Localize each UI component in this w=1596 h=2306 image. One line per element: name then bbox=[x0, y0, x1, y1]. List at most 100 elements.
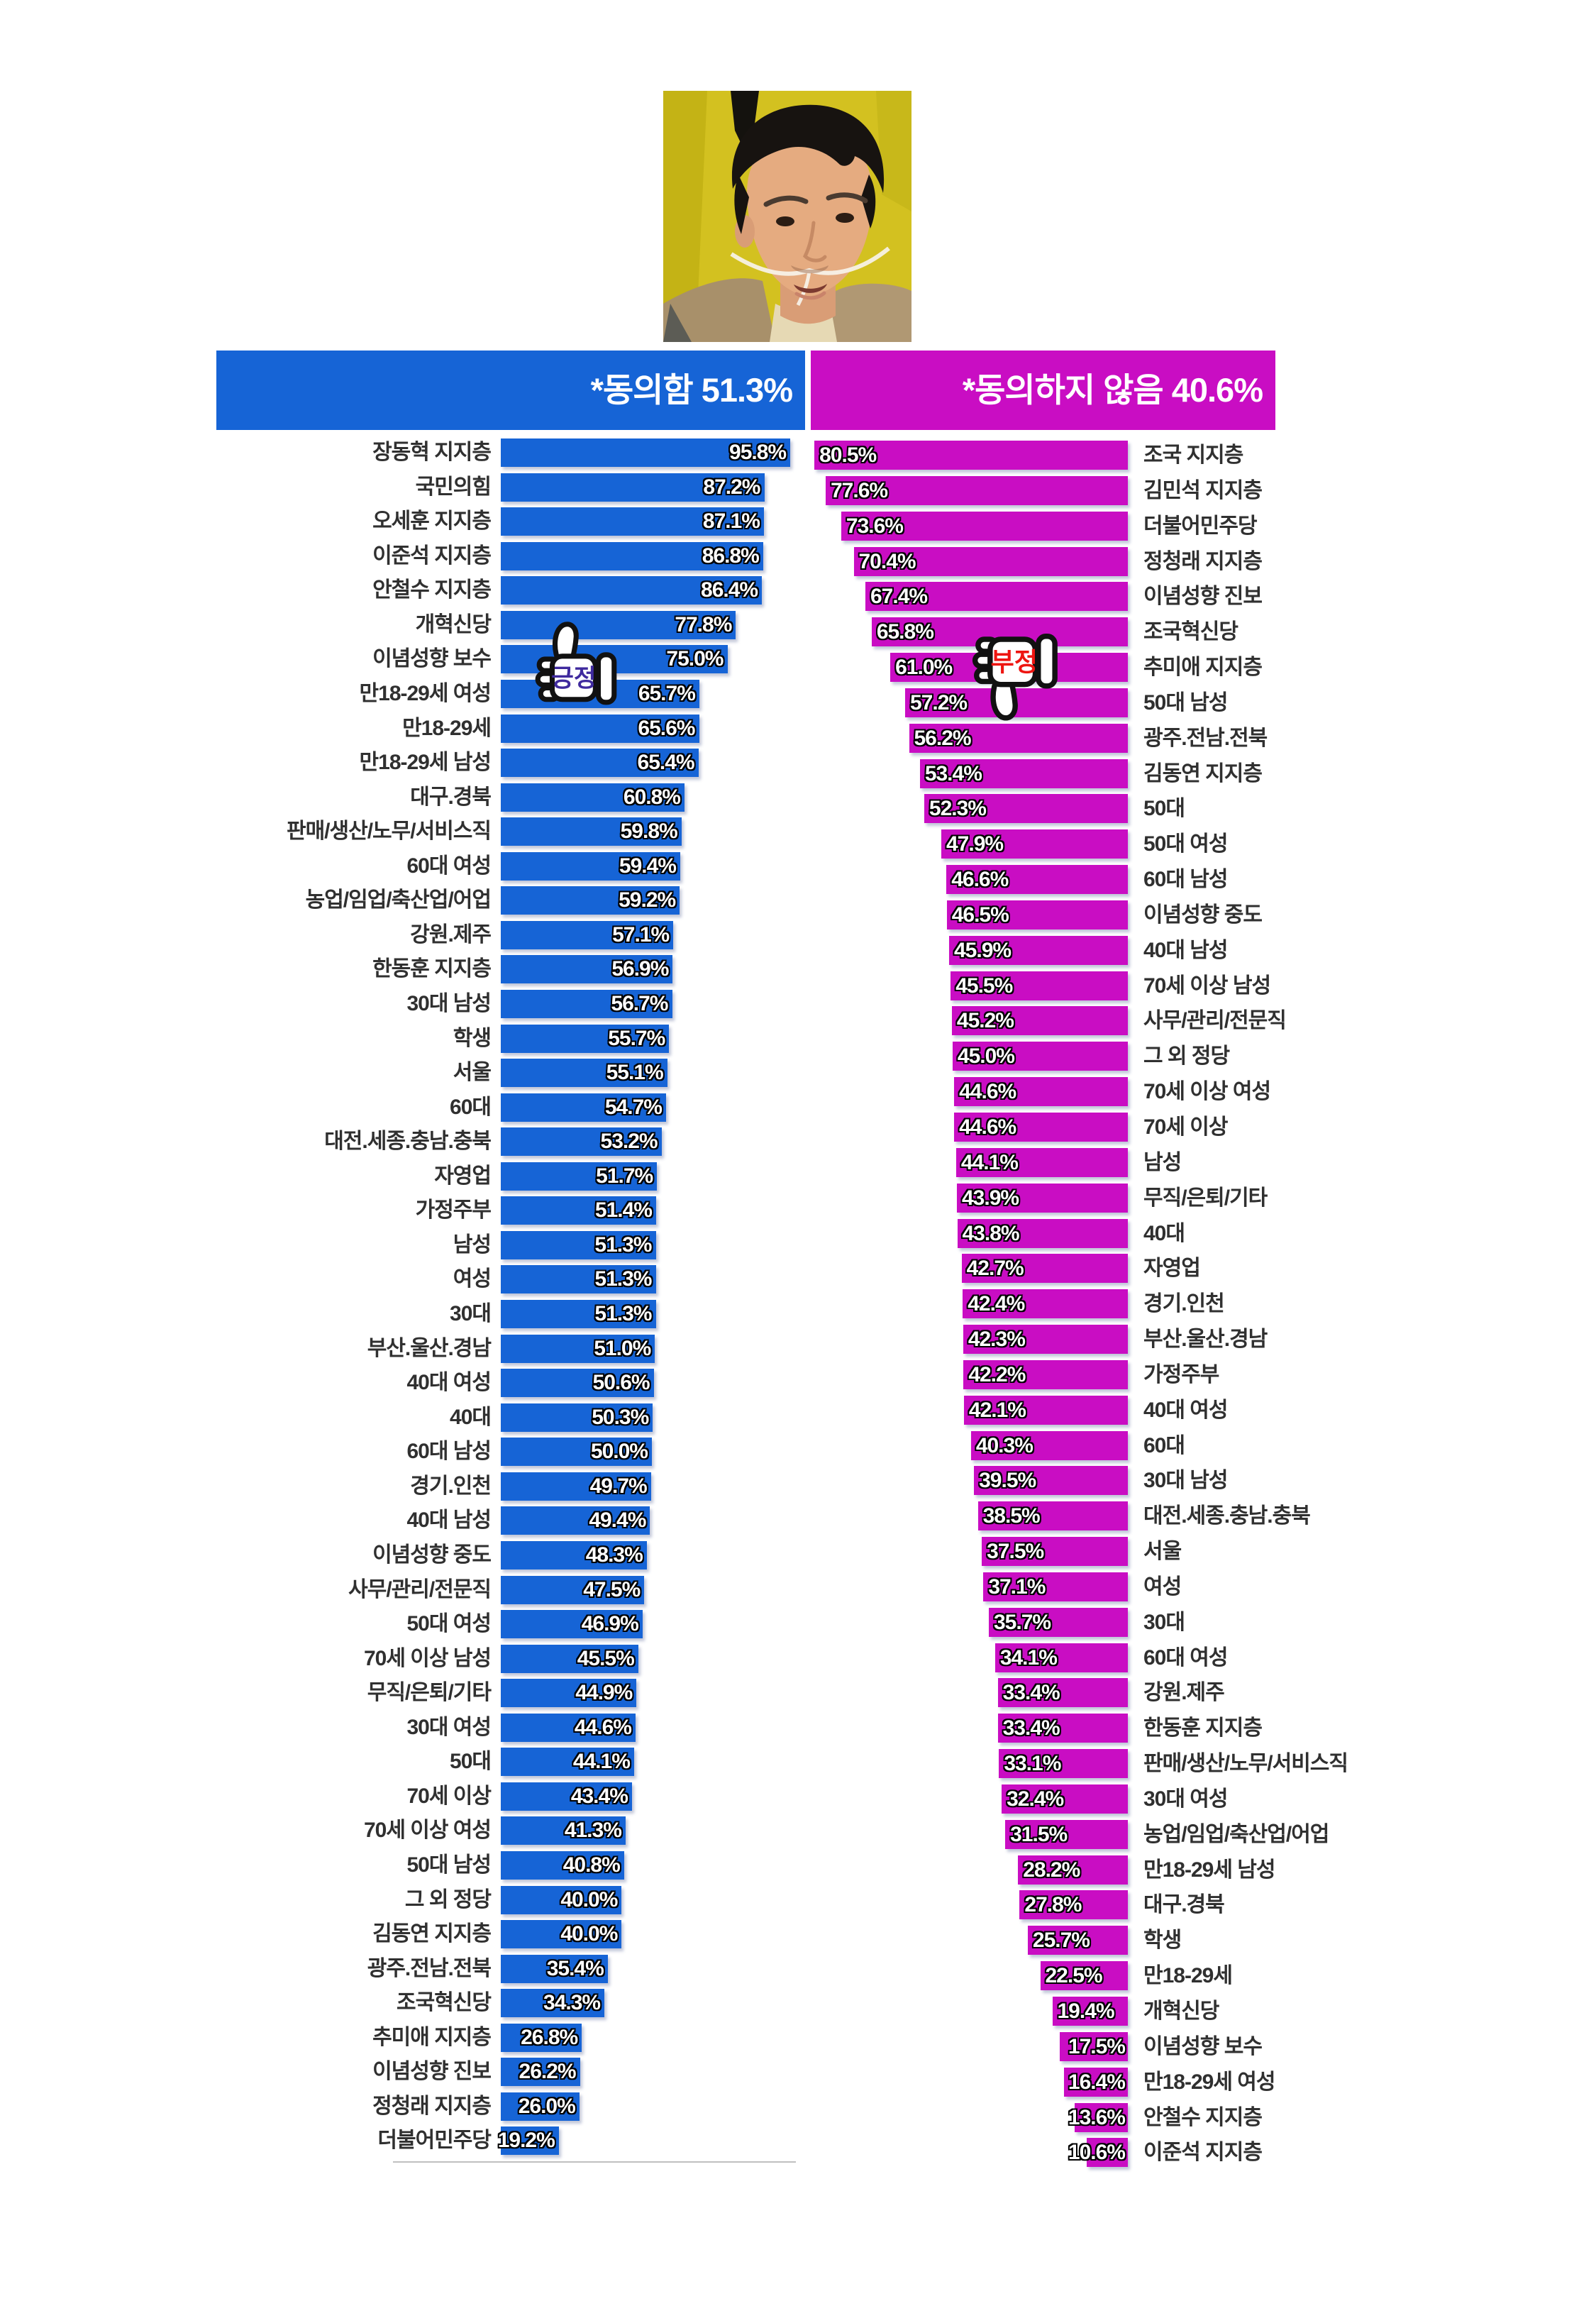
disagree-value-bar: 10.6% bbox=[1068, 2138, 1128, 2168]
disagree-category-label: 만18-29세 남성 bbox=[1143, 1858, 1275, 1882]
agree-category-label: 70세 이상 bbox=[406, 1784, 492, 1808]
agree-value-bar: 60.8% bbox=[501, 783, 685, 812]
disagree-value-bar: 56.2% bbox=[909, 723, 1128, 753]
agree-value-bar: 56.9% bbox=[501, 955, 673, 984]
disagree-category-label: 50대 bbox=[1143, 797, 1185, 821]
disagree-value-bar: 53.4% bbox=[919, 758, 1128, 788]
agree-category-label: 이념성향 중도 bbox=[372, 1543, 492, 1567]
agree-category-label: 70세 이상 남성 bbox=[363, 1646, 492, 1670]
disagree-category-label: 김민석 지지층 bbox=[1143, 478, 1263, 502]
agree-category-label: 경기.인천 bbox=[410, 1474, 492, 1498]
agree-value-label: 26.8% bbox=[521, 2025, 578, 2049]
disagree-value-label: 70.4% bbox=[858, 549, 916, 573]
disagree-value-label: 16.4% bbox=[1068, 2070, 1126, 2094]
disagree-value-bar: 44.1% bbox=[955, 1147, 1128, 1177]
disagree-value-label: 34.1% bbox=[999, 1645, 1058, 1670]
disagree-header-bar: *동의하지 않음 40.6% bbox=[811, 351, 1275, 430]
disagree-value-bar: 67.4% bbox=[865, 582, 1128, 612]
agree-category-label: 추미애 지지층 bbox=[372, 2025, 492, 2049]
agree-category-label: 60대 남성 bbox=[406, 1440, 492, 1464]
disagree-value-label: 45.0% bbox=[957, 1044, 1015, 1069]
man-with-nasal-cannula-photo bbox=[663, 91, 911, 342]
disagree-category-label: 70세 이상 여성 bbox=[1143, 1080, 1271, 1104]
agree-value-bar: 51.7% bbox=[501, 1162, 658, 1191]
disagree-value-label: 33.1% bbox=[1004, 1752, 1061, 1776]
disagree-value-bar: 34.1% bbox=[994, 1643, 1128, 1672]
disagree-category-label: 강원.제주 bbox=[1143, 1681, 1225, 1705]
agree-category-label: 자영업 bbox=[434, 1164, 492, 1188]
disagree-value-label: 46.5% bbox=[951, 903, 1009, 927]
agree-value-label: 41.3% bbox=[564, 1819, 622, 1843]
agree-value-label: 50.3% bbox=[592, 1405, 649, 1429]
disagree-value-label: 53.4% bbox=[924, 761, 982, 785]
agree-value-bar: 40.0% bbox=[501, 1885, 622, 1914]
agree-value-bar: 77.8% bbox=[501, 610, 736, 639]
agree-value-bar: 48.3% bbox=[501, 1540, 647, 1569]
agree-value-bar: 55.7% bbox=[501, 1024, 670, 1053]
disagree-category-label: 이념성향 보수 bbox=[1143, 2034, 1263, 2058]
agree-value-label: 95.8% bbox=[729, 441, 787, 464]
agree-value-bar: 51.3% bbox=[501, 1300, 656, 1328]
agree-category-label: 여성 bbox=[453, 1267, 492, 1291]
agree-category-label: 만18-29세 bbox=[402, 716, 492, 740]
agree-value-label: 44.9% bbox=[575, 1681, 633, 1705]
agree-value-label: 60.8% bbox=[623, 785, 681, 809]
disagree-category-label: 판매/생산/노무/서비스직 bbox=[1143, 1752, 1348, 1776]
disagree-category-label: 조국혁신당 bbox=[1143, 620, 1238, 644]
agree-category-label: 40대 bbox=[450, 1405, 492, 1429]
agree-category-label: 30대 남성 bbox=[406, 992, 492, 1015]
disagree-value-label: 32.4% bbox=[1007, 1787, 1064, 1811]
disagree-value-bar: 46.6% bbox=[946, 865, 1128, 895]
disagree-value-label: 44.1% bbox=[960, 1150, 1019, 1174]
agree-category-label: 대구.경북 bbox=[410, 785, 492, 809]
disagree-value-label: 42.7% bbox=[966, 1257, 1024, 1281]
disagree-value-label: 80.5% bbox=[819, 443, 877, 467]
agree-category-label: 판매/생산/노무/서비스직 bbox=[286, 820, 492, 844]
disagree-value-bar: 35.7% bbox=[989, 1607, 1128, 1637]
agree-category-label: 50대 남성 bbox=[406, 1853, 492, 1877]
disagree-category-label: 무직/은퇴/기타 bbox=[1143, 1186, 1268, 1210]
disagree-value-bar: 73.6% bbox=[841, 511, 1128, 541]
agree-value-bar: 57.1% bbox=[501, 920, 674, 949]
disagree-value-bar: 42.3% bbox=[963, 1325, 1128, 1354]
agree-category-label: 강원.제주 bbox=[410, 922, 492, 947]
agree-value-bar: 45.5% bbox=[501, 1644, 638, 1673]
disagree-value-label: 28.2% bbox=[1023, 1858, 1080, 1882]
disagree-category-label: 여성 bbox=[1143, 1574, 1182, 1599]
agree-category-label: 조국혁신당 bbox=[397, 1991, 492, 2015]
disagree-value-bar: 27.8% bbox=[1019, 1890, 1128, 1920]
agree-category-label: 개혁신당 bbox=[415, 612, 492, 636]
agree-category-label: 만18-29세 남성 bbox=[359, 751, 492, 774]
agree-value-bar: 46.9% bbox=[501, 1610, 643, 1638]
disagree-value-label: 47.9% bbox=[946, 832, 1004, 856]
disagree-value-bar: 33.1% bbox=[999, 1749, 1128, 1779]
agree-category-label: 70세 이상 여성 bbox=[363, 1819, 492, 1843]
agree-value-label: 44.1% bbox=[572, 1750, 631, 1774]
agree-value-bar: 35.4% bbox=[501, 1954, 608, 1983]
agree-value-label: 55.1% bbox=[606, 1061, 664, 1085]
disagree-value-label: 37.5% bbox=[987, 1540, 1044, 1563]
agree-value-label: 26.2% bbox=[519, 2060, 577, 2084]
disagree-category-label: 70세 이상 남성 bbox=[1143, 973, 1271, 998]
agree-value-label: 65.4% bbox=[637, 751, 695, 774]
agree-value-label: 40.0% bbox=[560, 1887, 618, 1911]
negative-annotation-label: 부정 bbox=[991, 648, 1038, 677]
disagree-value-bar: 32.4% bbox=[1002, 1784, 1128, 1814]
agree-value-bar: 44.1% bbox=[501, 1748, 634, 1777]
agree-value-label: 59.2% bbox=[619, 888, 676, 912]
disagree-category-label: 가정주부 bbox=[1143, 1362, 1219, 1386]
agree-category-label: 40대 남성 bbox=[406, 1508, 492, 1533]
agree-value-bar: 49.4% bbox=[501, 1506, 650, 1535]
agree-category-label: 정청래 지지층 bbox=[372, 2094, 492, 2118]
disagree-value-label: 42.2% bbox=[968, 1362, 1026, 1386]
disagree-category-label: 한동훈 지지층 bbox=[1143, 1716, 1263, 1740]
agree-value-label: 35.4% bbox=[546, 1956, 604, 1980]
agree-value-bar: 65.4% bbox=[501, 749, 699, 777]
disagree-category-label: 정청래 지지층 bbox=[1143, 549, 1263, 573]
disagree-category-label: 60대 남성 bbox=[1143, 868, 1229, 892]
agree-value-label: 40.8% bbox=[563, 1853, 621, 1877]
disagree-value-bar: 33.4% bbox=[997, 1678, 1128, 1708]
disagree-value-bar: 19.4% bbox=[1052, 1997, 1128, 2026]
agree-category-label: 사무/관리/전문직 bbox=[348, 1577, 492, 1601]
disagree-value-label: 45.2% bbox=[956, 1009, 1014, 1033]
